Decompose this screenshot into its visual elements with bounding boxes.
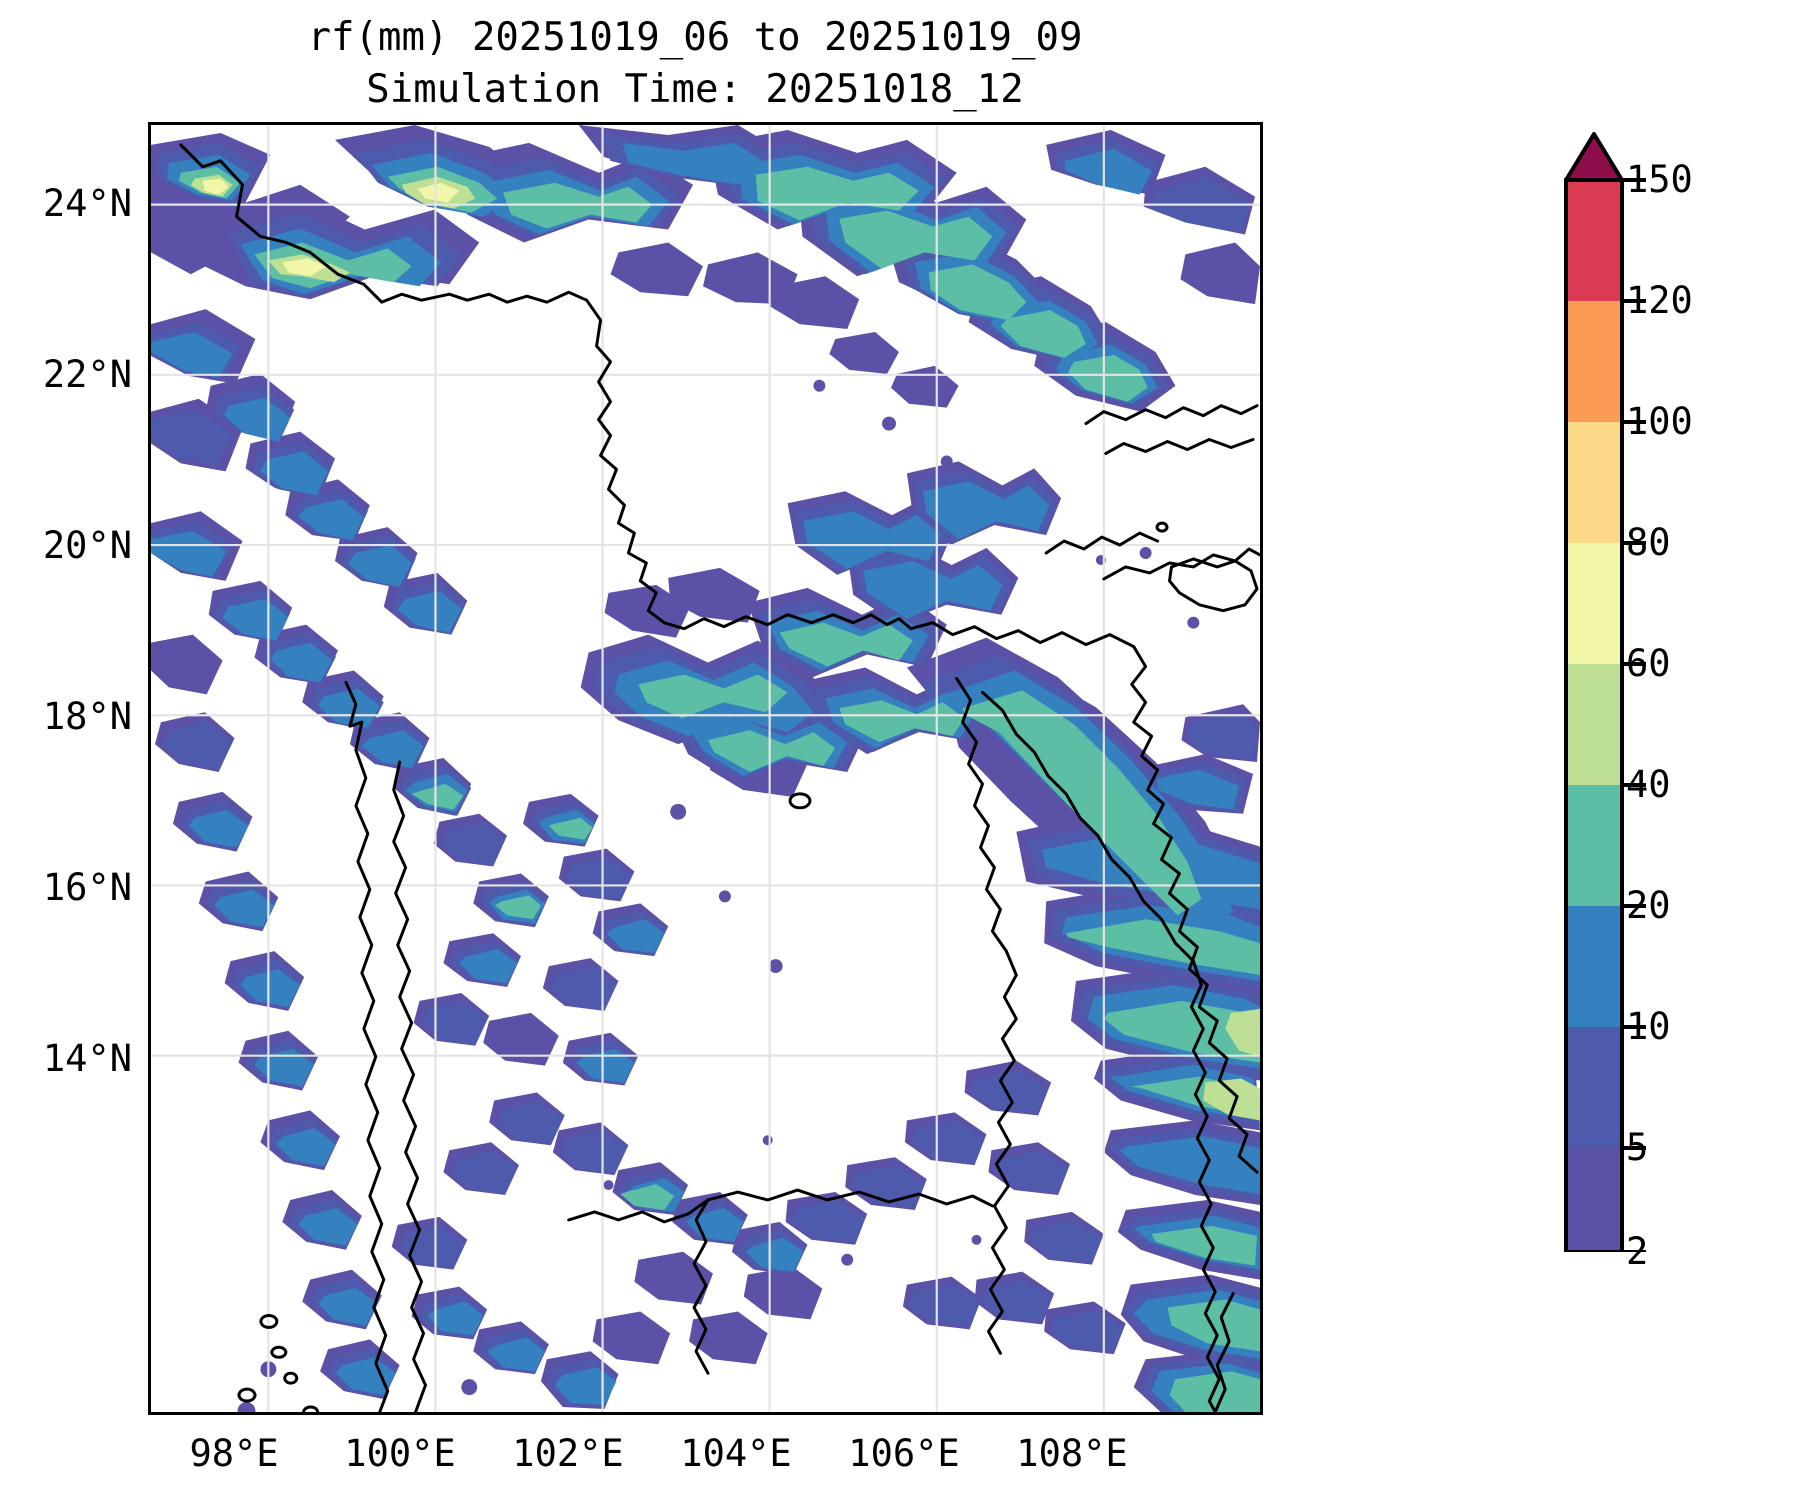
coast-halong-arc	[1084, 404, 1259, 426]
chart-title: rf(mm) 20251019_06 to 20251019_09 Simula…	[0, 12, 1390, 116]
ytick-label-18n: 18°N	[42, 695, 132, 738]
coast-andaman-east	[392, 760, 428, 1412]
ytick-label-22n: 22°N	[42, 353, 132, 396]
colorbar-label-150: 150	[1626, 158, 1693, 201]
coast-guangxi	[1104, 438, 1255, 455]
coast-south-vietnam	[1189, 959, 1221, 1412]
xtick-label-104e: 104°E	[680, 1432, 792, 1475]
rainfall-contours	[151, 125, 1260, 1412]
colorbar-label-5: 5	[1626, 1126, 1649, 1169]
colorbar-label-100: 100	[1626, 400, 1693, 443]
colorbar-band-20-40	[1566, 785, 1622, 906]
coastlines-and-borders	[179, 143, 1260, 1412]
border-laos-thailand-mekong-north	[662, 613, 913, 631]
rainfall-map-svg	[151, 125, 1260, 1412]
colorbar-label-120: 120	[1626, 279, 1693, 322]
ytick-label-20n: 20°N	[42, 524, 132, 567]
island-mergui-2	[270, 1345, 288, 1359]
map-axes[interactable]	[148, 122, 1263, 1415]
coast-andaman-west	[354, 720, 390, 1412]
coast-guangdong	[1102, 547, 1260, 581]
xtick-label-106e: 106°E	[848, 1432, 960, 1475]
island-mergui-4	[237, 1387, 257, 1403]
colorbar-outline	[1564, 178, 1624, 1252]
border-thailand-cambodia-west	[692, 1198, 710, 1375]
colorbar-band-2-5	[1566, 1148, 1622, 1252]
border-thailand-cambodia	[706, 1188, 994, 1208]
colorbar-band-120-150	[1566, 180, 1622, 301]
colorbar-extend-arrow	[1564, 132, 1624, 182]
colorbar-band-80-100	[1566, 422, 1622, 543]
colorbar-svg	[1564, 132, 1646, 1252]
coast-south-tip	[1213, 1292, 1235, 1412]
colorbar-label-20: 20	[1626, 884, 1671, 927]
ytick-label-14n: 14°N	[42, 1037, 132, 1080]
title-line-2: Simulation Time: 20251018_12	[366, 67, 1024, 112]
border-laos-vietnam	[955, 676, 1008, 953]
xtick-label-108e: 108°E	[1016, 1432, 1128, 1475]
xtick-label-100e: 100°E	[344, 1432, 456, 1475]
colorbar-band-5-10	[1566, 1027, 1622, 1148]
border-myanmar-thailand-north	[585, 298, 666, 625]
island-mergui-5	[302, 1405, 320, 1412]
colorbar-label-2: 2	[1626, 1230, 1649, 1273]
colorbar-label-80: 80	[1626, 521, 1671, 564]
colorbar[interactable]: 150 120 100 80 60 40 20 10 5 2	[1518, 122, 1768, 1273]
coast-central-vietnam	[981, 690, 1195, 963]
coast-red-river-delta	[1044, 531, 1160, 555]
colorbar-label-40: 40	[1626, 763, 1671, 806]
coast-hainan	[1167, 557, 1259, 613]
colorbar-band-100-120	[1566, 301, 1622, 422]
colorbar-label-60: 60	[1626, 642, 1671, 685]
border-cambodia-vietnam	[986, 949, 1018, 1355]
xtick-label-98e: 98°E	[189, 1432, 279, 1475]
colorbar-label-10: 10	[1626, 1005, 1671, 1048]
colorbar-band-10-20	[1566, 906, 1622, 1027]
border-vietnam-china	[909, 621, 1136, 649]
map-gridlines	[151, 125, 1260, 1412]
island-small-2	[1155, 521, 1169, 533]
coast-gulf-thailand-north	[567, 1198, 710, 1224]
ytick-label-16n: 16°N	[42, 866, 132, 909]
colorbar-band-40-60	[1566, 664, 1622, 785]
ytick-label-24n: 24°N	[42, 182, 132, 225]
island-mergui-1	[259, 1313, 279, 1329]
island-mergui-3	[283, 1371, 299, 1385]
coast-myanmar-south	[344, 680, 364, 728]
border-china-myanmar	[179, 143, 589, 304]
xtick-label-102e: 102°E	[512, 1432, 624, 1475]
colorbar-ticks	[1622, 178, 1646, 1252]
lake-small	[788, 792, 812, 810]
coast-vietnam-east	[1130, 645, 1259, 1174]
title-line-1: rf(mm) 20251019_06 to 20251019_09	[307, 15, 1083, 60]
contour-band-60-80	[202, 178, 460, 277]
colorbar-band-60-80	[1566, 543, 1622, 664]
